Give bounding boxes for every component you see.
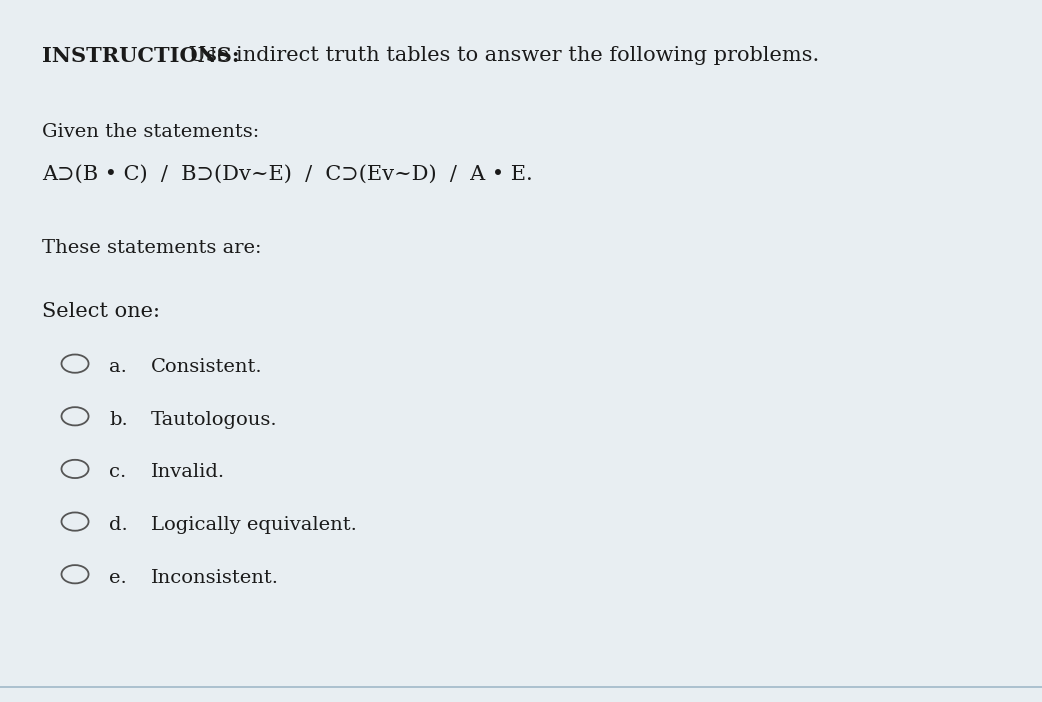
Text: INSTRUCTIONS:: INSTRUCTIONS:	[42, 46, 240, 65]
Text: b.: b.	[109, 411, 128, 429]
Text: Logically equivalent.: Logically equivalent.	[151, 516, 357, 534]
Text: c.: c.	[109, 463, 127, 482]
Text: Given the statements:: Given the statements:	[42, 123, 258, 141]
Text: Consistent.: Consistent.	[151, 358, 263, 376]
Text: These statements are:: These statements are:	[42, 239, 262, 257]
Text: a.: a.	[109, 358, 127, 376]
Text: Tautologous.: Tautologous.	[151, 411, 278, 429]
Text: A⊃(B • C)  /  B⊃(Dv~E)  /  C⊃(Ev~D)  /  A • E.: A⊃(B • C) / B⊃(Dv~E) / C⊃(Ev~D) / A • E.	[42, 165, 532, 184]
Text: Invalid.: Invalid.	[151, 463, 225, 482]
Text: Use indirect truth tables to answer the following problems.: Use indirect truth tables to answer the …	[182, 46, 820, 65]
Text: Select one:: Select one:	[42, 302, 159, 321]
Text: d.: d.	[109, 516, 128, 534]
Text: e.: e.	[109, 569, 127, 587]
Text: Inconsistent.: Inconsistent.	[151, 569, 279, 587]
